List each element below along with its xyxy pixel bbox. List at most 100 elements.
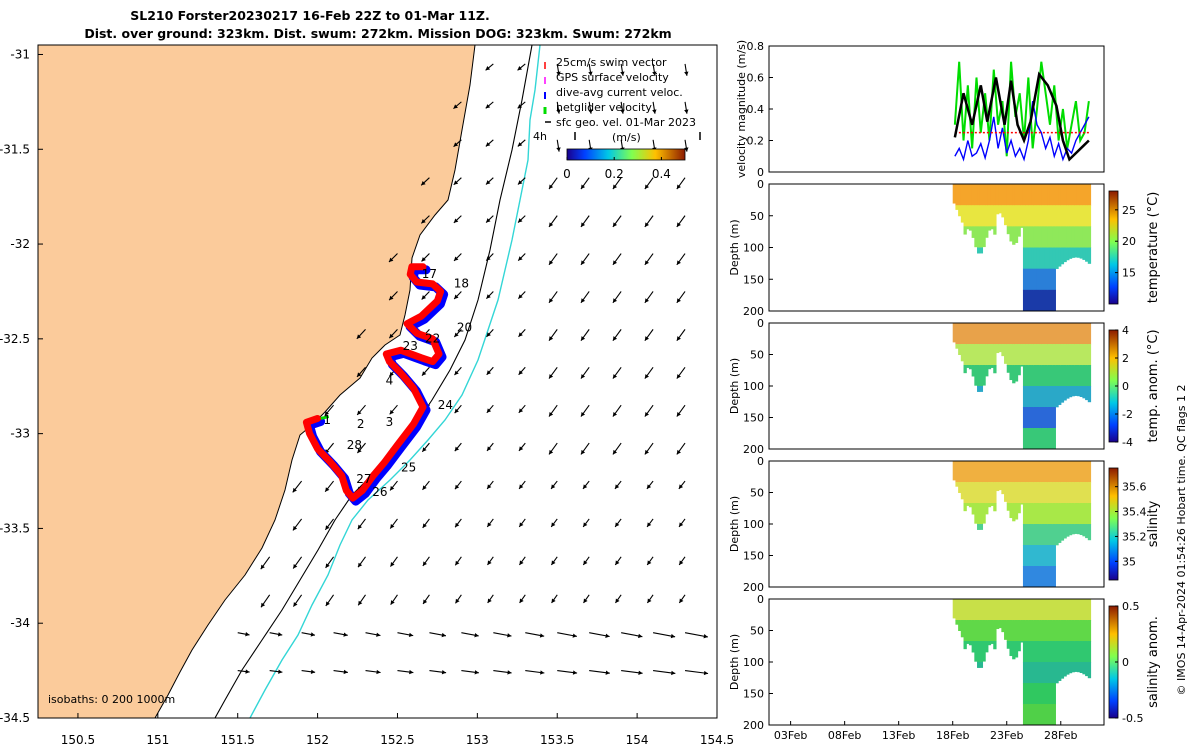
section-cell: [1063, 386, 1067, 401]
section-cell: [966, 344, 970, 366]
section-cell: [1058, 641, 1062, 663]
velocity-arrowhead: [408, 632, 414, 638]
velocity-arrowhead: [517, 142, 523, 147]
section-colorbar-tick-label: -0.5: [1122, 712, 1143, 725]
section-cell: [990, 461, 994, 483]
section-cell: [1076, 205, 1081, 227]
section-cell: [1036, 524, 1040, 546]
section-cell: [1079, 386, 1083, 397]
section-cell: [952, 323, 957, 343]
section-cell: [1006, 503, 1011, 511]
section-cell: [1044, 268, 1048, 291]
section-cell: [1066, 620, 1070, 642]
section-cell: [960, 482, 965, 500]
section-cell: [982, 344, 986, 366]
section-cell: [1017, 365, 1021, 376]
section-cell: [1047, 683, 1051, 705]
section-cell: [1052, 704, 1056, 726]
section-cell: [1025, 289, 1029, 312]
section-cell: [1071, 184, 1075, 206]
velocity-arrowhead: [638, 633, 643, 639]
section-cell: [1036, 545, 1040, 567]
section-cell: [1025, 620, 1029, 642]
velocity-arrowhead: [518, 294, 523, 299]
section-cell: [1006, 482, 1011, 504]
section-cell: [974, 205, 978, 227]
section-cell: [1041, 683, 1046, 705]
section-cell: [974, 226, 978, 248]
section-cell: [987, 461, 992, 483]
section-colorbar-tick-label: 25: [1122, 204, 1136, 217]
section-cell: [1047, 205, 1051, 227]
section-cell: [1017, 461, 1021, 483]
section-cell: [1025, 268, 1029, 291]
section-cell: [1052, 566, 1056, 588]
velocity-arrowhead: [474, 633, 479, 638]
velocity-arrowhead: [441, 632, 446, 638]
section-cell: [1060, 662, 1065, 679]
velocity-arrowhead: [455, 598, 460, 604]
section-cell: [1006, 184, 1011, 206]
section-cell: [955, 482, 959, 487]
velocity-arrowhead: [325, 487, 330, 492]
section-cell: [1060, 503, 1065, 525]
section-cell: [1017, 482, 1021, 504]
section-cell: [985, 482, 989, 504]
section-cell: [1071, 365, 1075, 387]
velocity-arrowhead: [549, 222, 554, 227]
section-cell: [998, 599, 1002, 621]
section-cell: [1052, 662, 1056, 684]
velocity-arrowhead: [644, 336, 649, 341]
section-cell: [1052, 503, 1056, 525]
section-cell: [1068, 184, 1073, 206]
section-colorbar: [1108, 467, 1119, 581]
section-cell: [952, 599, 957, 619]
section-cell: [1055, 344, 1059, 366]
section-cell: [1044, 226, 1048, 248]
section-cell: [974, 503, 978, 524]
section-cell: [1044, 184, 1048, 206]
colorbar-tick-label: 0.4: [652, 167, 671, 181]
section-cell: [1041, 323, 1046, 345]
track-day-label: 4: [386, 373, 394, 387]
section-cell: [1068, 226, 1073, 248]
section-cell: [1039, 641, 1043, 663]
section-cell: [974, 184, 978, 206]
section-cell: [1028, 205, 1032, 227]
velocity-arrowhead: [684, 71, 689, 76]
section-cell: [1055, 599, 1059, 621]
section-cell: [1022, 461, 1027, 483]
velocity-arrowhead: [421, 295, 427, 300]
section-cell: [1068, 620, 1073, 642]
velocity-y-axis: 0 0.2 0.4 0.6 0.8: [747, 40, 773, 179]
section-cell: [1006, 323, 1011, 345]
section-cell: [1025, 344, 1029, 366]
section-cell: [979, 226, 984, 248]
map-x-tick-label: 151: [146, 733, 169, 747]
velocity-arrowhead: [671, 670, 676, 676]
section-cell: [985, 503, 989, 515]
velocity-arrowhead: [647, 522, 652, 527]
velocity-arrowhead: [518, 256, 523, 261]
section-cell: [1031, 566, 1035, 588]
section-cell: [1060, 641, 1065, 663]
section-cell: [1025, 226, 1029, 248]
section-cell: [1031, 503, 1035, 525]
section-cell: [1014, 205, 1019, 227]
section-cell: [1031, 524, 1035, 546]
velocity-arrowhead: [245, 631, 250, 637]
section-cell: [968, 620, 973, 642]
section-cell: [968, 184, 973, 206]
velocity-arrowhead: [644, 449, 649, 455]
section-cell: [1036, 289, 1040, 312]
section-cell: [1001, 323, 1005, 345]
section-cell: [1049, 407, 1054, 429]
section-cell: [1012, 205, 1016, 227]
section-cell: [1066, 184, 1070, 206]
section-cell: [1066, 503, 1070, 525]
section-cell: [1041, 545, 1046, 567]
section-cell: [993, 365, 997, 374]
section-cell: [1036, 268, 1040, 291]
section-cell: [1074, 386, 1078, 396]
